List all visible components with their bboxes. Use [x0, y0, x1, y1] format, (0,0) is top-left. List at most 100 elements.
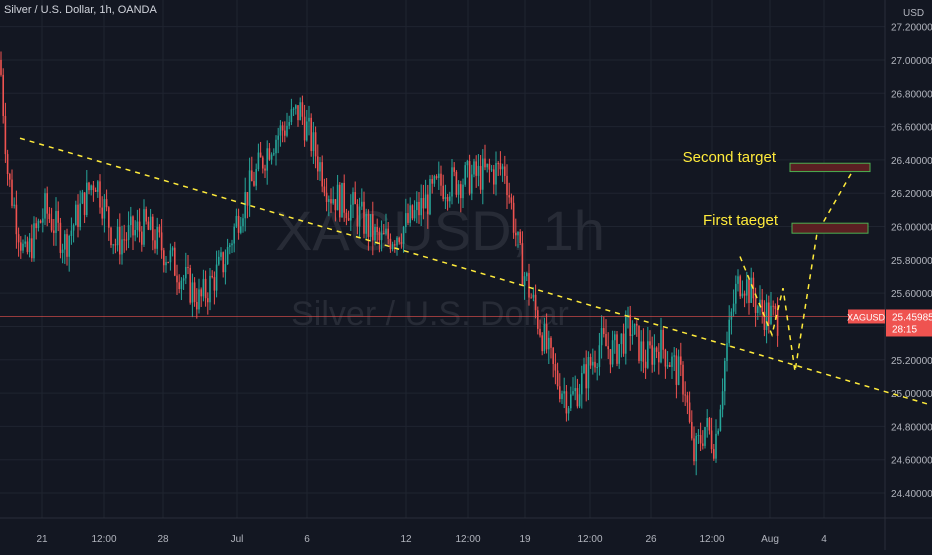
candle-body — [662, 329, 664, 350]
candle-body — [259, 152, 262, 158]
candle-body — [182, 278, 185, 281]
candle-body — [510, 197, 513, 203]
candle-body — [156, 226, 158, 249]
candle-body — [561, 393, 563, 400]
candle-body — [277, 135, 279, 140]
candle-body — [554, 364, 557, 371]
candle-body — [39, 220, 42, 223]
candle-body — [673, 355, 675, 357]
candle-body — [127, 225, 130, 240]
candle-body — [66, 234, 68, 257]
candle-body — [466, 161, 469, 166]
y-tick-label: 24.60000 — [891, 456, 932, 467]
candle-body — [257, 152, 260, 170]
candle-body — [521, 243, 524, 286]
candle-body — [167, 262, 169, 264]
candle-body — [317, 156, 319, 172]
candle-body — [435, 176, 438, 178]
x-tick-label: 26 — [645, 534, 657, 545]
candle-body — [343, 182, 345, 213]
x-tick-label: 21 — [36, 534, 48, 545]
candle-body — [446, 197, 449, 202]
candle-body — [321, 162, 323, 187]
candle-body — [567, 408, 570, 414]
candle-body — [669, 365, 671, 367]
candle-body — [105, 199, 108, 208]
candle-body — [295, 105, 297, 109]
candle-body — [288, 122, 290, 126]
candle-body — [523, 276, 526, 286]
candle-body — [290, 109, 293, 123]
candle-body — [442, 185, 444, 199]
candle-body — [759, 299, 761, 307]
candle-body — [242, 218, 244, 227]
candle-body — [473, 161, 475, 175]
candle-body — [143, 209, 145, 245]
candle-body — [402, 227, 405, 244]
candle-body — [158, 226, 161, 233]
candle-body — [515, 232, 517, 236]
candle-body — [545, 324, 548, 350]
candle-body — [732, 303, 735, 312]
candle-body — [330, 199, 332, 204]
candle-body — [319, 162, 321, 172]
candle-body — [301, 102, 304, 117]
candle-body — [710, 430, 713, 450]
x-tick-label: 19 — [519, 534, 531, 545]
candle-body — [697, 435, 700, 437]
candle-body — [440, 173, 442, 186]
candle-body — [422, 198, 425, 209]
candle-body — [649, 341, 651, 346]
candle-body — [603, 328, 605, 334]
x-tick-label: 12:00 — [91, 534, 116, 545]
candle-body — [365, 213, 367, 234]
candle-body — [229, 245, 231, 247]
candle-body — [695, 435, 697, 462]
candle-body — [101, 207, 103, 219]
candle-body — [409, 205, 411, 223]
candle-body — [169, 250, 172, 263]
candle-body — [90, 185, 92, 191]
candle-body — [427, 194, 429, 215]
candle-body — [187, 267, 189, 269]
candle-body — [233, 226, 235, 244]
candle-body — [488, 163, 491, 170]
candle-body — [642, 341, 645, 362]
candle-body — [757, 306, 759, 313]
candle-body — [132, 216, 134, 236]
candle-body — [314, 132, 317, 157]
candle-body — [356, 204, 359, 227]
candle-body — [543, 324, 546, 352]
candle-body — [55, 211, 57, 233]
candle-body — [367, 213, 370, 237]
candle-body — [600, 328, 603, 346]
x-tick-label: 12 — [400, 534, 412, 545]
candle-body — [358, 206, 361, 227]
candle-body — [719, 409, 722, 431]
candle-body — [116, 226, 119, 246]
candle-body — [761, 299, 763, 312]
candle-body — [339, 184, 341, 218]
candle-body — [92, 185, 95, 190]
x-tick-label: 12:00 — [455, 534, 480, 545]
candle-body — [202, 278, 205, 297]
candle-body — [611, 340, 614, 365]
candle-body — [475, 161, 477, 176]
candle-body — [416, 201, 418, 211]
candle-body — [374, 226, 376, 241]
candle-body — [629, 314, 631, 336]
candle-body — [145, 209, 147, 222]
candle-body — [675, 355, 678, 385]
candle-body — [391, 244, 394, 250]
chart-title: Silver / U.S. Dollar, 1h, OANDA — [4, 4, 157, 16]
candle-body — [147, 221, 150, 230]
candle-body — [499, 163, 502, 170]
candle-body — [361, 201, 363, 207]
candle-body — [72, 225, 75, 231]
candle-body — [570, 394, 572, 409]
candle-body — [224, 264, 227, 273]
candle-body — [493, 169, 495, 185]
candle-body — [222, 252, 224, 273]
